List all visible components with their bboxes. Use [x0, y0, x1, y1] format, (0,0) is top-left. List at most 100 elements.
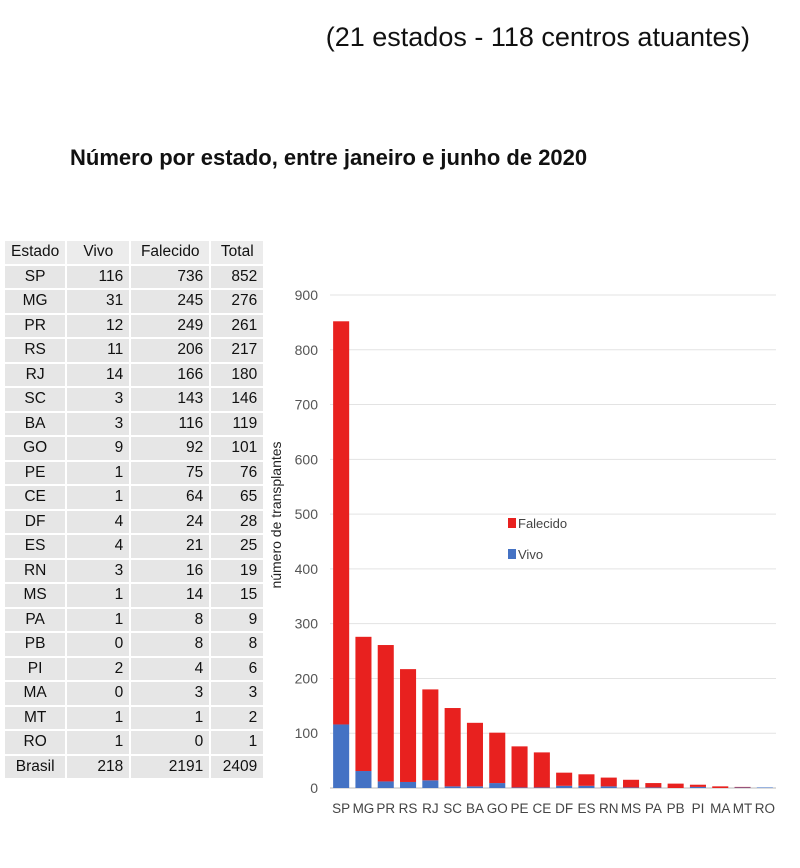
table-cell: PI [2, 655, 68, 682]
bar-vivo-RN [600, 786, 617, 788]
table-cell: 65 [209, 484, 266, 511]
column-header: Total [209, 239, 266, 266]
bar-vivo-CE [533, 787, 550, 788]
x-tick-label: RO [755, 801, 775, 816]
bar-vivo-BA [466, 786, 483, 788]
x-tick-label: MA [710, 801, 730, 816]
table-row: RN 3 16 19 [2, 557, 266, 584]
table-cell: 8 [129, 606, 212, 633]
table-cell: 1 [65, 729, 132, 756]
x-tick-label: PI [692, 801, 705, 816]
table-row: MG 31 245 276 [2, 288, 266, 315]
table-cell: 25 [209, 533, 266, 560]
x-tick-label: RS [399, 801, 418, 816]
bar-vivo-MT [734, 787, 751, 788]
bar-vivo-MS [623, 787, 640, 788]
y-tick-label: 400 [295, 561, 319, 577]
bar-falecido-PA [645, 783, 662, 788]
x-tick-label: SP [332, 801, 350, 816]
table-cell: 8 [209, 631, 266, 658]
x-tick-label: ES [577, 801, 595, 816]
table-cell: 206 [129, 337, 212, 364]
table-cell: 1 [65, 606, 132, 633]
y-tick-label: 900 [295, 287, 319, 303]
table-cell: 852 [209, 263, 266, 290]
column-header: Falecido [129, 239, 212, 266]
y-axis-label: número de transplantes [268, 441, 284, 588]
table-cell: 2 [65, 655, 132, 682]
table-cell: 245 [129, 288, 212, 315]
chart-title: Número por estado, entre janeiro e junho… [70, 145, 588, 170]
x-tick-label: CE [532, 801, 551, 816]
table-row: DF 4 24 28 [2, 508, 266, 535]
table-cell: RN [2, 557, 68, 584]
table-cell: 15 [209, 582, 266, 609]
table-cell: 146 [209, 386, 266, 413]
y-tick-label: 600 [295, 451, 319, 467]
table-cell: 116 [129, 410, 212, 437]
table-cell: 1 [65, 704, 132, 731]
y-tick-label: 100 [295, 725, 319, 741]
bar-falecido-MG [355, 636, 372, 772]
bar-falecido-MT [734, 786, 751, 788]
column-header: Vivo [65, 239, 132, 266]
table-cell: 64 [129, 484, 212, 511]
table-header: Estado Vivo Falecido Total [2, 239, 266, 266]
bar-falecido-GO [489, 732, 506, 784]
table-row: Brasil 218 2191 2409 [2, 753, 266, 780]
x-tick-label: BA [466, 801, 484, 816]
bar-vivo-SP [333, 724, 350, 788]
table-cell: 1 [209, 729, 266, 756]
table-cell: 3 [65, 386, 132, 413]
table-row: CE 1 64 65 [2, 484, 266, 511]
table-cell: 9 [209, 606, 266, 633]
bar-falecido-BA [466, 722, 483, 787]
table-cell: ES [2, 533, 68, 560]
bar-falecido-CE [533, 752, 550, 788]
table-row: PE 1 75 76 [2, 459, 266, 486]
bar-vivo-RJ [422, 780, 439, 788]
table-cell: 2191 [129, 753, 212, 780]
table-cell: 19 [209, 557, 266, 584]
bar-falecido-DF [556, 772, 573, 786]
x-tick-label: DF [555, 801, 573, 816]
table-cell: 92 [129, 435, 212, 462]
y-tick-label: 800 [295, 342, 319, 358]
bar-vivo-RS [400, 781, 417, 788]
bar-falecido-PE [511, 746, 528, 788]
table-row: RJ 14 166 180 [2, 361, 266, 388]
table-cell: 2409 [209, 753, 266, 780]
y-tick-label: 200 [295, 670, 319, 686]
x-tick-label: RN [599, 801, 619, 816]
y-tick-label: 500 [295, 506, 319, 522]
bar-vivo-ES [578, 785, 595, 788]
bar-falecido-PR [377, 645, 394, 782]
bar-falecido-RJ [422, 689, 439, 781]
x-tick-label: PA [645, 801, 662, 816]
x-tick-label: RJ [422, 801, 439, 816]
table-cell: 31 [65, 288, 132, 315]
table-row: RO 1 0 1 [2, 729, 266, 756]
subtitle: (21 estados - 118 centros atuantes) [325, 22, 750, 52]
x-tick-label: SC [443, 801, 462, 816]
table-row: GO 9 92 101 [2, 435, 266, 462]
table-cell: RO [2, 729, 68, 756]
x-tick-label: MS [621, 801, 641, 816]
table-cell: 0 [65, 631, 132, 658]
x-tick-label: PB [667, 801, 685, 816]
table-cell: 736 [129, 263, 212, 290]
table-cell: MT [2, 704, 68, 731]
bar-falecido-PI [689, 784, 706, 787]
x-tick-label: MT [733, 801, 753, 816]
table-cell: 3 [129, 680, 212, 707]
column-header: Estado [2, 239, 68, 266]
table-row: SC 3 143 146 [2, 386, 266, 413]
table-cell: Brasil [2, 753, 68, 780]
bar-falecido-ES [578, 774, 595, 786]
table-cell: 0 [129, 729, 212, 756]
table-cell: PR [2, 312, 68, 339]
bar-falecido-SC [444, 708, 461, 787]
bar-vivo-GO [489, 783, 506, 788]
bar-falecido-RN [600, 777, 617, 787]
